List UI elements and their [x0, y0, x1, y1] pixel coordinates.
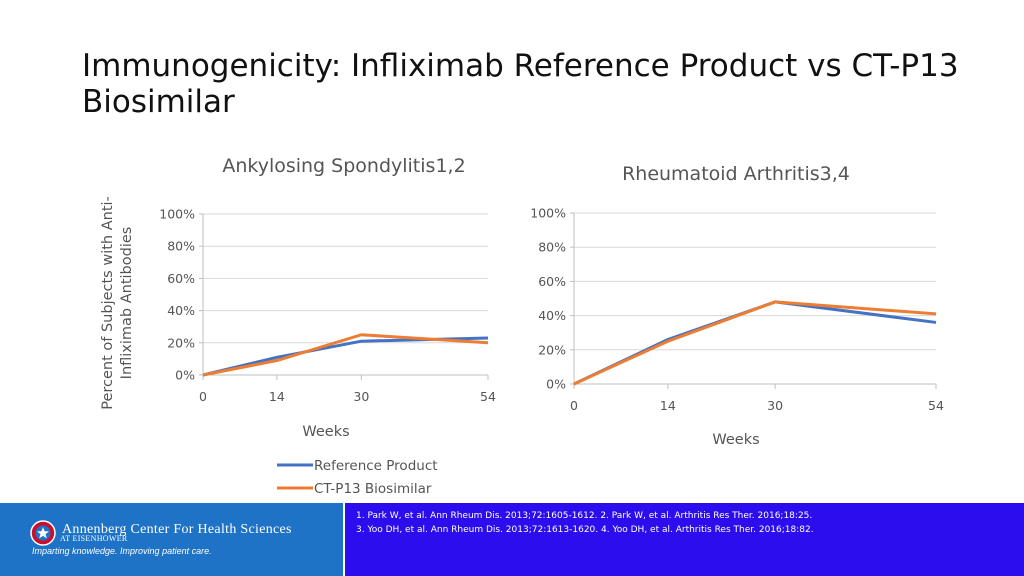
y-tick-label: 40% [167, 303, 195, 318]
x-tick-label: 54 [928, 398, 944, 413]
org-subtitle: AT EISENHOWER [60, 534, 128, 543]
y-axis-label: Percent of Subjects with Anti- Infliximab… [100, 196, 135, 410]
chart-title: Rheumatoid Arthritis3,4 [622, 163, 850, 185]
x-tick-label: 54 [480, 389, 496, 404]
y-tick-label: 100% [530, 206, 566, 221]
x-tick-label: 14 [660, 398, 676, 413]
y-tick-label: 20% [167, 335, 195, 350]
y-tick-label: 100% [159, 207, 195, 222]
x-tick-label: 0 [199, 389, 207, 404]
footer-references-panel: 1. Park W, et al. Ann Rheum Dis. 2013;72… [345, 503, 1024, 576]
series-line-reference-product [573, 300, 937, 386]
x-axis-label: Weeks [712, 432, 759, 448]
y-tick-label: 40% [538, 308, 566, 323]
y-tick-label: 0% [175, 368, 195, 383]
y-tick-label: 80% [538, 240, 566, 255]
chart-ankylosing-spondylitis: Ankylosing Spondylitis1,2 0% 20% 40% 60% 80% 1… [100, 155, 496, 440]
charts-canvas: Ankylosing Spondylitis1,2 0% 20% 40% 60% 80% 1… [100, 155, 944, 497]
footer-logo-panel: Annenberg Center For Health Sciences AT … [0, 503, 343, 576]
chart-title: Ankylosing Spondylitis1,2 [222, 155, 465, 177]
y-tick-label: 60% [167, 271, 195, 286]
y-tick-label: 0% [546, 377, 566, 392]
series-line-ct-p13-biosimilar [202, 333, 489, 377]
slide-title: Immunogenicity: Infliximab Reference Pro… [82, 48, 959, 120]
reference-line-2: 3. Yoo DH, et al. Ann Rheum Dis. 2013;72… [356, 525, 814, 535]
x-tick-label: 14 [269, 389, 285, 404]
y-tick-label: 60% [538, 274, 566, 289]
series-line-reference-product [202, 336, 489, 377]
y-tick-label: 20% [538, 342, 566, 357]
legend-label-reference: Reference Product [314, 458, 438, 474]
reference-line-1: 1. Park W, et al. Ann Rheum Dis. 2013;72… [356, 511, 813, 521]
org-tagline: Imparting knowledge. Improving patient c… [32, 546, 212, 556]
legend-label-biosimilar: CT-P13 Biosimilar [314, 481, 432, 497]
x-tick-label: 30 [767, 398, 783, 413]
star-seal-icon [30, 520, 56, 546]
x-axis-label: Weeks [302, 424, 349, 440]
y-tick-label: 80% [167, 239, 195, 254]
x-tick-label: 30 [353, 389, 369, 404]
annenberg-logo: Annenberg Center For Health Sciences [30, 520, 292, 546]
series-line-ct-p13-biosimilar [573, 300, 937, 386]
chart-legend: Reference Product CT-P13 Biosimilar [277, 458, 438, 497]
chart-rheumatoid-arthritis: Rheumatoid Arthritis3,4 0% 20% 40% 60% 80% 100… [530, 163, 944, 448]
x-tick-label: 0 [570, 398, 578, 413]
org-name: Annenberg Center For Health Sciences [62, 522, 292, 537]
